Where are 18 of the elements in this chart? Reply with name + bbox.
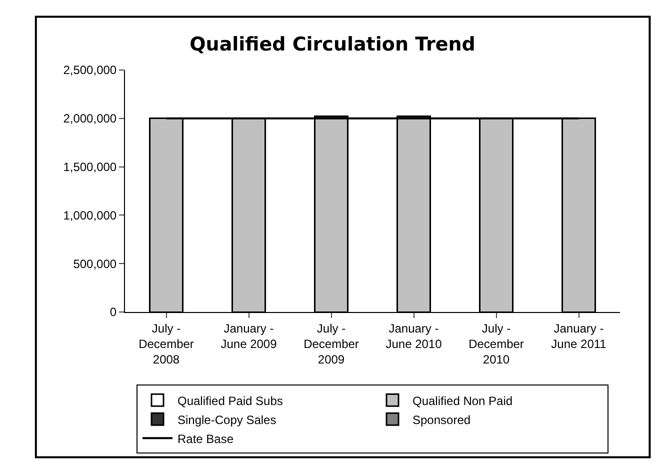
y-tick-label: 1,000,000 [63,208,117,222]
legend-label: Sponsored [412,412,471,427]
legend-label: Qualified Non Paid [412,394,513,408]
chart-title: Qualified Circulation Trend [190,34,476,56]
y-tick-label: 2,500,000 [63,63,117,78]
x-tick-label: July - December 2010 [468,321,524,367]
x-tick-label: July - December 2009 [304,321,359,367]
y-tick-label: 2,000,000 [63,112,117,126]
x-tick-label: January - June 2009 [220,321,278,351]
x-tick-label: January - June 2011 [551,321,607,351]
legend-label: Single-Copy Sales [178,412,276,427]
legend-label: Qualified Paid Subs [178,394,283,408]
y-tick-label: 1,500,000 [63,160,117,174]
x-tick-label: January - June 2010 [386,321,442,351]
legend-label: Rate Base [178,432,234,446]
x-tick-label: July - December 2008 [138,321,194,367]
y-tick-label: 0 [110,305,117,320]
y-tick-label: 500,000 [73,256,117,271]
